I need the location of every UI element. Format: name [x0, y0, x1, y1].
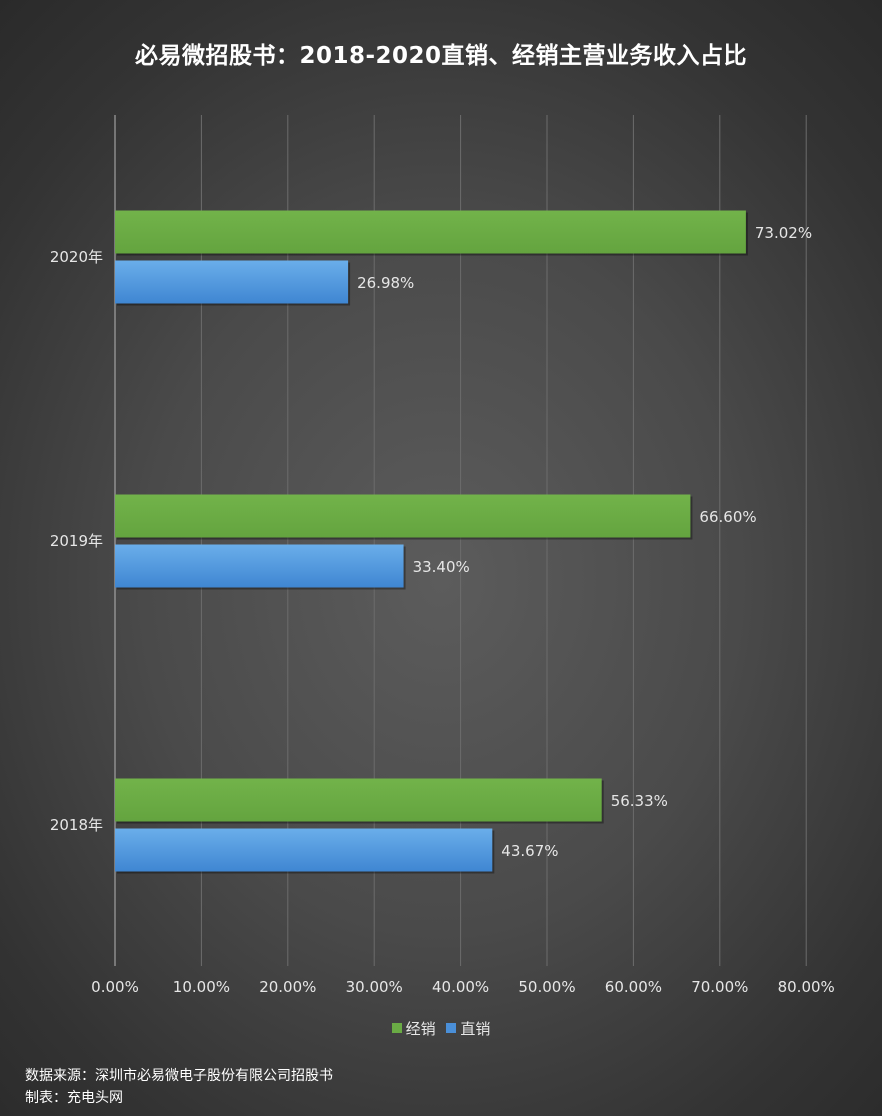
- data-label: 33.40%: [413, 558, 470, 576]
- chart-title: 必易微招股书：2018-2020直销、经销主营业务收入占比: [134, 43, 748, 69]
- data-label: 73.02%: [755, 224, 812, 242]
- x-tick-label: 80.00%: [778, 978, 835, 996]
- x-tick-label: 30.00%: [346, 978, 403, 996]
- bar-chart: 0.00% 10.00% 20.00% 30.00% 40.00% 50.00% 60.00…: [50, 115, 835, 996]
- x-tick-label: 20.00%: [259, 978, 316, 996]
- data-label: 56.33%: [611, 792, 668, 810]
- x-tick-label: 50.00%: [518, 978, 575, 996]
- bar-series-1: [115, 494, 691, 538]
- data-source-note: 数据来源：深圳市必易微电子股份有限公司招股书: [25, 1068, 333, 1084]
- y-category-label: 2018年: [50, 816, 103, 834]
- x-tick-label: 40.00%: [432, 978, 489, 996]
- legend-swatch-series-2: [446, 1023, 457, 1033]
- legend-swatch-series-1: [391, 1023, 402, 1033]
- x-tick-label: 10.00%: [173, 978, 230, 996]
- data-label: 43.67%: [501, 842, 558, 860]
- bar-series-1: [115, 210, 746, 254]
- chart-maker-note: 制表：充电头网: [25, 1090, 123, 1106]
- x-tick-label: 70.00%: [691, 978, 748, 996]
- bar-series-2: [115, 544, 404, 588]
- x-tick-label: 60.00%: [605, 978, 662, 996]
- legend-item-series-1: 经销: [391, 1018, 436, 1039]
- bar-series-2: [115, 260, 349, 304]
- y-category-label: 2020年: [50, 248, 103, 266]
- legend: 经销 直销: [0, 1018, 882, 1039]
- legend-item-series-2: 直销: [446, 1018, 490, 1039]
- data-label: 26.98%: [357, 274, 414, 292]
- bar-series-1: [115, 778, 602, 822]
- data-label: 66.60%: [699, 508, 756, 526]
- legend-label-series-1: 经销: [405, 1020, 436, 1038]
- y-category-label: 2019年: [50, 532, 103, 550]
- x-tick-label: 0.00%: [91, 978, 139, 996]
- bar-series-2: [115, 828, 493, 872]
- legend-label-series-2: 直销: [460, 1020, 491, 1038]
